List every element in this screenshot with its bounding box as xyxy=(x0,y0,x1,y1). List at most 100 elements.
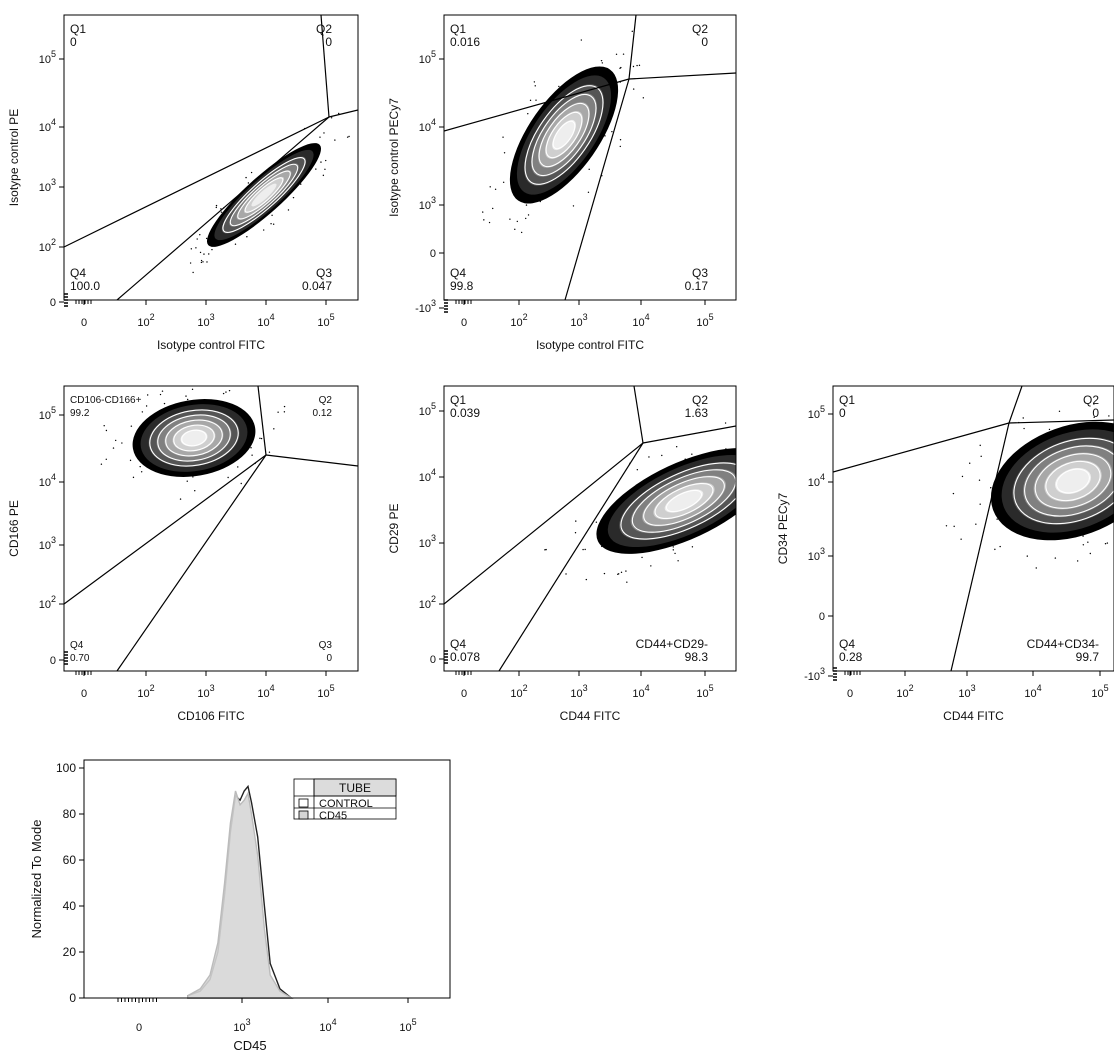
event-dot xyxy=(315,168,317,170)
event-dot xyxy=(195,247,197,249)
x-tick-label: 103 xyxy=(197,312,214,329)
y-tick-label: 0 xyxy=(50,655,56,667)
event-dot xyxy=(969,462,971,464)
contour-line xyxy=(229,163,299,227)
event-dot xyxy=(979,444,981,447)
event-dot xyxy=(615,53,618,55)
quadrant-percent: 0.016 xyxy=(450,35,480,49)
event-dot xyxy=(980,455,982,458)
event-dot xyxy=(960,538,962,540)
event-dot xyxy=(771,427,772,428)
y-tick-label: 103 xyxy=(419,195,436,212)
y-tick-label: 102 xyxy=(39,237,56,254)
contour-line xyxy=(654,482,714,520)
x-tick-label: 103 xyxy=(197,683,214,700)
event-density-contour xyxy=(180,429,208,447)
quadrant-percent: 0.12 xyxy=(313,408,333,419)
event-dot xyxy=(979,503,981,505)
legend-entry: CD45 xyxy=(319,810,347,822)
event-dot xyxy=(945,525,948,527)
event-dot xyxy=(225,391,227,393)
histogram-panel: 0 20 40 60 80 100 0 103 104 105 CD45 Normalized To … xyxy=(29,759,451,1053)
y-tick-label: -103 xyxy=(804,666,825,683)
event-dot xyxy=(509,218,511,220)
x-tick-label: 105 xyxy=(317,312,334,329)
event-density-contour xyxy=(664,489,704,513)
y-tick-label: 104 xyxy=(419,467,436,484)
x-tick-label: 105 xyxy=(696,312,713,329)
y-tick-label: 105 xyxy=(419,49,436,66)
event-dot xyxy=(601,62,604,64)
contour-line xyxy=(631,469,736,533)
y-tick-label: 104 xyxy=(808,472,825,489)
event-dot xyxy=(788,436,789,437)
gate-line-bottom xyxy=(564,78,630,300)
event-dot xyxy=(192,476,194,478)
event-dot xyxy=(502,181,505,184)
event-dot xyxy=(220,208,222,210)
quadrant-label: Q1 xyxy=(70,22,86,36)
event-dot xyxy=(1054,557,1057,559)
x-tick-label: 105 xyxy=(399,1017,416,1034)
event-dot xyxy=(161,390,164,392)
quadrant-label: Q3 xyxy=(316,266,332,280)
x-tick-label: 105 xyxy=(317,683,334,700)
event-dot xyxy=(212,379,213,380)
event-dot xyxy=(163,402,166,405)
event-dot xyxy=(961,475,964,478)
event-dot xyxy=(337,112,340,115)
quadrant-percent: 98.3 xyxy=(685,650,709,664)
event-dot xyxy=(545,548,547,551)
event-dot xyxy=(215,206,218,209)
event-dot xyxy=(1093,416,1095,419)
legend-swatch xyxy=(298,810,309,820)
event-dot xyxy=(535,99,537,101)
event-dot xyxy=(146,394,149,396)
x-axis-title: CD44 FITC xyxy=(943,709,1004,723)
x-axis-title: CD44 FITC xyxy=(560,709,621,723)
quadrant-percent: 0 xyxy=(701,35,708,49)
y-tick-label: 0 xyxy=(430,654,436,666)
event-dot xyxy=(234,243,237,245)
plot-area xyxy=(64,377,358,671)
event-dot xyxy=(648,456,650,458)
quadrant-percent: 0 xyxy=(325,35,332,49)
event-dot xyxy=(251,454,253,456)
event-dot xyxy=(582,548,584,551)
contour-line xyxy=(157,414,231,462)
event-dot xyxy=(619,145,621,148)
event-dot xyxy=(677,560,679,562)
x-tick-label: 104 xyxy=(257,312,274,329)
x-tick-label: 104 xyxy=(257,683,274,700)
event-dot xyxy=(323,132,325,134)
quadrant-label: Q3 xyxy=(692,266,708,280)
quadrant-label: Q4 xyxy=(70,266,86,280)
contour-line xyxy=(545,111,583,159)
event-dot xyxy=(206,261,208,263)
contour-line xyxy=(531,94,597,176)
event-dot xyxy=(588,168,590,171)
quadrant-percent: 0 xyxy=(839,406,846,420)
x-tick-label: 104 xyxy=(319,1017,336,1034)
event-dot xyxy=(752,523,753,524)
event-dot xyxy=(503,152,506,154)
gate-line-right xyxy=(265,454,358,467)
plot-frame xyxy=(63,14,359,301)
y-axis-title: Normalized To Mode xyxy=(29,820,44,939)
event-dot xyxy=(674,552,676,555)
event-dot xyxy=(585,578,588,581)
event-dot xyxy=(725,448,727,450)
gate-line-top xyxy=(628,15,637,80)
quadrant-label: CD44+CD34- xyxy=(1027,637,1099,651)
y-axis-title: Isotype control PE xyxy=(7,109,21,206)
event-dot xyxy=(199,233,201,236)
event-dot xyxy=(672,546,674,548)
event-dot xyxy=(186,398,189,401)
event-dot xyxy=(228,389,231,392)
event-dot xyxy=(1089,552,1092,555)
event-dot xyxy=(212,377,213,378)
event-density-contour xyxy=(552,119,576,151)
event-dot xyxy=(112,447,115,449)
x-tick-label: 0 xyxy=(136,1022,142,1034)
